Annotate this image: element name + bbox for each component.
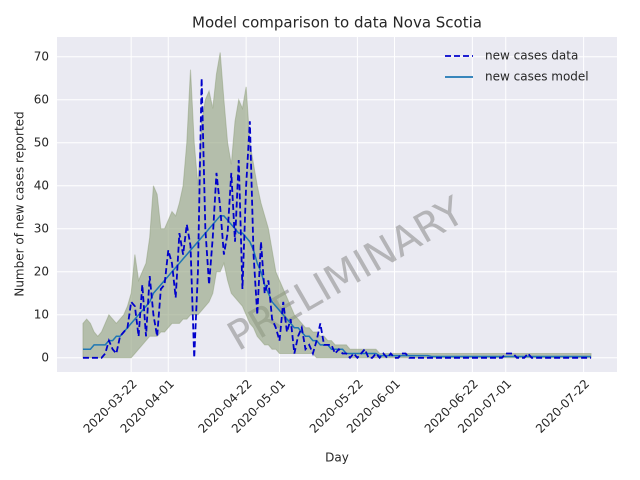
- series-line: [82, 215, 592, 358]
- y-tick-label: 0: [41, 350, 49, 364]
- legend-label: new cases model: [485, 70, 589, 84]
- y-tick-label: 40: [34, 178, 49, 192]
- x-tick-label: 2020-07-22: [533, 377, 592, 436]
- y-tick-label: 70: [34, 49, 49, 63]
- y-tick-label: 20: [34, 264, 49, 278]
- x-axis-label: Day: [325, 451, 349, 465]
- series-line: [82, 78, 592, 360]
- chart-title: Model comparison to data Nova Scotia: [192, 14, 482, 32]
- y-tick-label: 30: [34, 221, 49, 235]
- y-tick-label: 50: [34, 135, 49, 149]
- y-tick-label: 60: [34, 92, 49, 106]
- y-tick-label: 10: [34, 307, 49, 321]
- legend-label: new cases data: [485, 49, 578, 63]
- y-axis-label: Number of new cases reported: [13, 111, 27, 296]
